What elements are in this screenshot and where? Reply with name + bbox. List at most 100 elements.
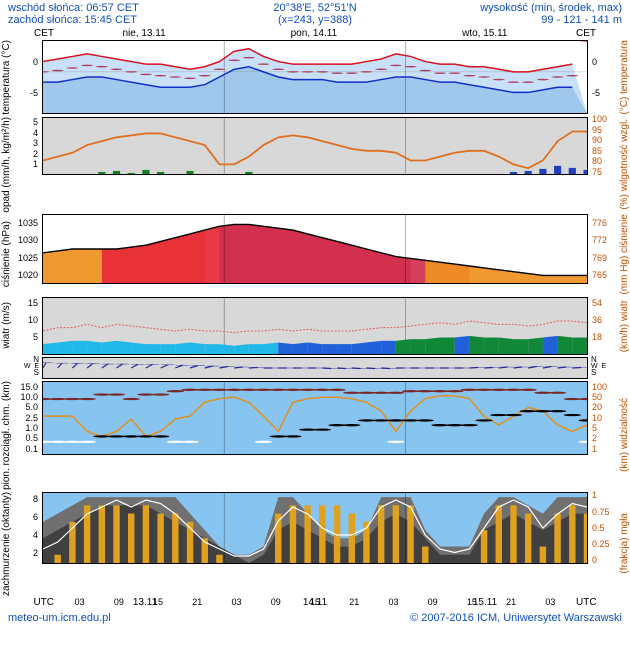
panel-winddir: NW ES NW ES bbox=[0, 356, 630, 380]
time-tick: 09 bbox=[114, 597, 124, 607]
panel-press: ciśnienie (hPa) 1035 1030 1025 1020 776 772 769… bbox=[0, 213, 630, 296]
ytick: 776 bbox=[592, 218, 607, 228]
ytick: 5 bbox=[592, 423, 597, 433]
ylabel-left: ciśnienie (hPa) bbox=[1, 221, 12, 287]
panel-precip: opad (mm/h, kg/m²/h)543211009590858075(%… bbox=[0, 116, 630, 214]
ytick: 1 bbox=[592, 490, 597, 500]
xy: (x=243, y=388) bbox=[213, 14, 418, 26]
ytick: 0.5 bbox=[592, 523, 605, 533]
ytick: -5 bbox=[592, 88, 600, 98]
ytick: 8 bbox=[33, 494, 38, 504]
ytick: 6 bbox=[33, 512, 38, 522]
ytick: 0.1 bbox=[25, 444, 38, 454]
ytick: 0 bbox=[33, 57, 38, 67]
chart-winddir bbox=[42, 357, 588, 379]
alt-label: wysokość (min, środek, max) bbox=[417, 2, 622, 14]
sunrise: wschód słońca: 06:57 CET bbox=[8, 2, 213, 14]
panel-temp: temperatura (°C) 0 -5 0 -5 (°C) temperatura bbox=[0, 39, 630, 116]
ytick: 80 bbox=[592, 156, 602, 166]
ytick: 10.0 bbox=[20, 392, 38, 402]
chart-precip bbox=[42, 117, 588, 175]
ytick: 772 bbox=[592, 235, 607, 245]
ytick: 10 bbox=[592, 413, 602, 423]
ytick: 5.0 bbox=[25, 402, 38, 412]
ytick: 0.75 bbox=[592, 507, 610, 517]
ytick: 1 bbox=[33, 159, 38, 169]
ytick: 20 bbox=[592, 402, 602, 412]
ytick: 1035 bbox=[18, 218, 38, 228]
time-tick: 03 bbox=[545, 597, 555, 607]
compass-right: NW ES bbox=[588, 357, 630, 379]
footer-right: © 2007-2016 ICM, Uniwersytet Warszawski bbox=[410, 612, 622, 624]
day-label: nie, 13.11 bbox=[122, 28, 165, 39]
chart-wind bbox=[42, 297, 588, 355]
ytick: 0 bbox=[592, 57, 597, 67]
ytick: 95 bbox=[592, 125, 602, 135]
alt-val: 99 - 121 - 141 m bbox=[417, 14, 622, 26]
chart-press bbox=[42, 214, 588, 284]
ytick: 100 bbox=[592, 382, 607, 392]
ytick: -5 bbox=[30, 88, 38, 98]
time-tick: 09 bbox=[271, 597, 281, 607]
ylabel-right: (km/h) wiatr bbox=[619, 300, 630, 352]
time-tick: 21 bbox=[192, 597, 202, 607]
meteogram: wschód słońca: 06:57 CET zachód słońca: … bbox=[0, 0, 630, 628]
ylabel-left: temperatura (°C) bbox=[1, 40, 12, 115]
hdr-center: 20°38'E, 52°51'N (x=243, y=388) bbox=[213, 2, 418, 26]
ylabel-left: zachmurzenie (oktanty) bbox=[1, 492, 12, 596]
tz-top-r: CET bbox=[570, 28, 630, 39]
coord: 20°38'E, 52°51'N bbox=[213, 2, 418, 14]
ytick: 85 bbox=[592, 146, 602, 156]
time-tick: 15 bbox=[467, 597, 477, 607]
ytick: 0 bbox=[592, 555, 597, 565]
time-tick: 21 bbox=[349, 597, 359, 607]
panel-vis: pion. rozciągł. chm. (km)15.010.05.02.51… bbox=[0, 380, 630, 491]
time-tick: 15 bbox=[310, 597, 320, 607]
ytick: 769 bbox=[592, 253, 607, 263]
time-tick: 21 bbox=[506, 597, 516, 607]
ytick: 765 bbox=[592, 270, 607, 280]
time-tick: 03 bbox=[388, 597, 398, 607]
sunset: zachód słońca: 15:45 CET bbox=[8, 14, 213, 26]
day-label: wto, 15.11 bbox=[462, 28, 507, 39]
ytick: 3 bbox=[33, 138, 38, 148]
ylabel-left: wiatr (m/s) bbox=[1, 302, 12, 349]
hdr-left: wschód słońca: 06:57 CET zachód słońca: … bbox=[8, 2, 213, 26]
chart-vis bbox=[42, 381, 588, 455]
ytick: 100 bbox=[592, 114, 607, 124]
ylabel-right: (°C) temperatura bbox=[619, 40, 630, 115]
ytick: 0.25 bbox=[592, 539, 610, 549]
ylabel-right: (km) widzialność bbox=[619, 398, 630, 472]
ytick: 75 bbox=[592, 167, 602, 177]
ytick: 2 bbox=[33, 548, 38, 558]
compass-left: NW ES bbox=[0, 357, 42, 379]
ytick: 1 bbox=[592, 444, 597, 454]
ytick: 2.5 bbox=[25, 413, 38, 423]
ytick: 1025 bbox=[18, 253, 38, 263]
ylabel-left: pion. rozciągł. chm. (km) bbox=[1, 381, 12, 490]
tz-bot-r: UTC bbox=[570, 597, 630, 608]
ytick: 1020 bbox=[18, 270, 38, 280]
ytick: 54 bbox=[592, 298, 602, 308]
time-tick: 03 bbox=[232, 597, 242, 607]
ytick: 15.0 bbox=[20, 382, 38, 392]
date-row-top: CET nie, 13.11 pon, 14.11 wto, 15.11 CET bbox=[0, 28, 630, 39]
header: wschód słońca: 06:57 CET zachód słońca: … bbox=[0, 0, 630, 28]
ytick: 4 bbox=[33, 530, 38, 540]
ylabel-right: (frakcja) mgła bbox=[619, 513, 630, 574]
ytick: 1030 bbox=[18, 235, 38, 245]
hdr-right: wysokość (min, środek, max) 99 - 121 - 1… bbox=[417, 2, 622, 26]
chart-temp bbox=[42, 40, 588, 114]
ytick: 2 bbox=[592, 433, 597, 443]
footer: meteo-um.icm.edu.pl © 2007-2016 ICM, Uni… bbox=[0, 608, 630, 628]
ytick: 50 bbox=[592, 392, 602, 402]
day-label: pon, 14.11 bbox=[291, 28, 338, 39]
tz-top-l: CET bbox=[0, 28, 60, 39]
footer-left: meteo-um.icm.edu.pl bbox=[8, 612, 111, 624]
ytick: 4 bbox=[33, 128, 38, 138]
ylabel-right: (mm Hg) ciśnienie bbox=[619, 214, 630, 295]
ytick: 1.0 bbox=[25, 423, 38, 433]
tz-bot-l: UTC bbox=[0, 597, 60, 608]
ytick: 5 bbox=[33, 117, 38, 127]
ytick: 0.5 bbox=[25, 433, 38, 443]
